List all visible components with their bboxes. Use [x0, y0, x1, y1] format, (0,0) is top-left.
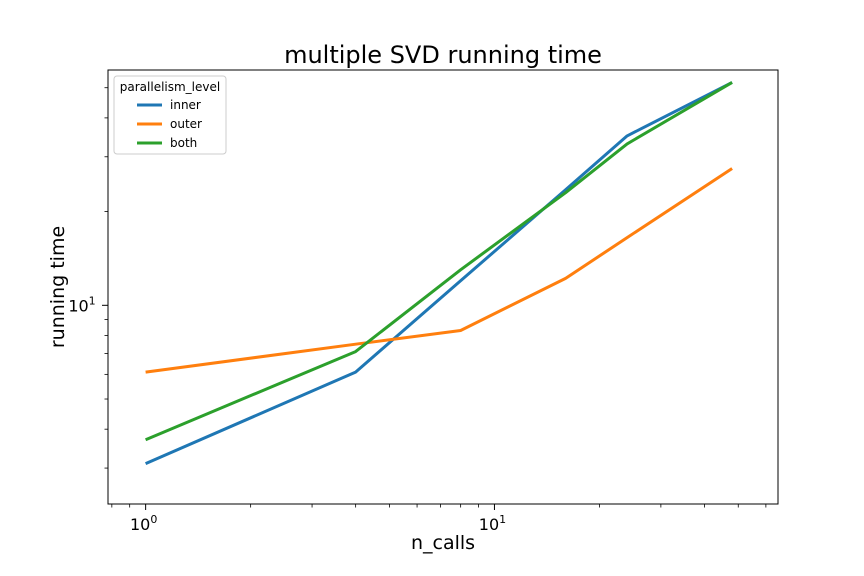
legend-label-outer: outer: [170, 117, 202, 131]
legend-label-inner: inner: [170, 98, 201, 112]
legend-box: [113, 75, 227, 155]
legend-label-both: both: [170, 136, 197, 150]
legend: parallelism_level inner outer both: [113, 75, 227, 155]
plot-frame: [107, 69, 779, 505]
x-tick-label: 101: [479, 513, 506, 534]
x-axis-label: n_calls: [411, 532, 475, 554]
y-axis-label: running time: [47, 226, 69, 348]
series-line-inner: [145, 81, 733, 465]
y-tick-label: 101: [68, 294, 95, 315]
chart-title: multiple SVD running time: [284, 41, 602, 69]
series-line-both: [145, 81, 733, 442]
series-line-outer: [145, 167, 733, 374]
series-layer: [145, 81, 733, 465]
x-tick-label: 100: [130, 513, 157, 534]
ticks-layer: 100 101 101: [68, 87, 767, 534]
legend-title: parallelism_level: [120, 80, 220, 94]
